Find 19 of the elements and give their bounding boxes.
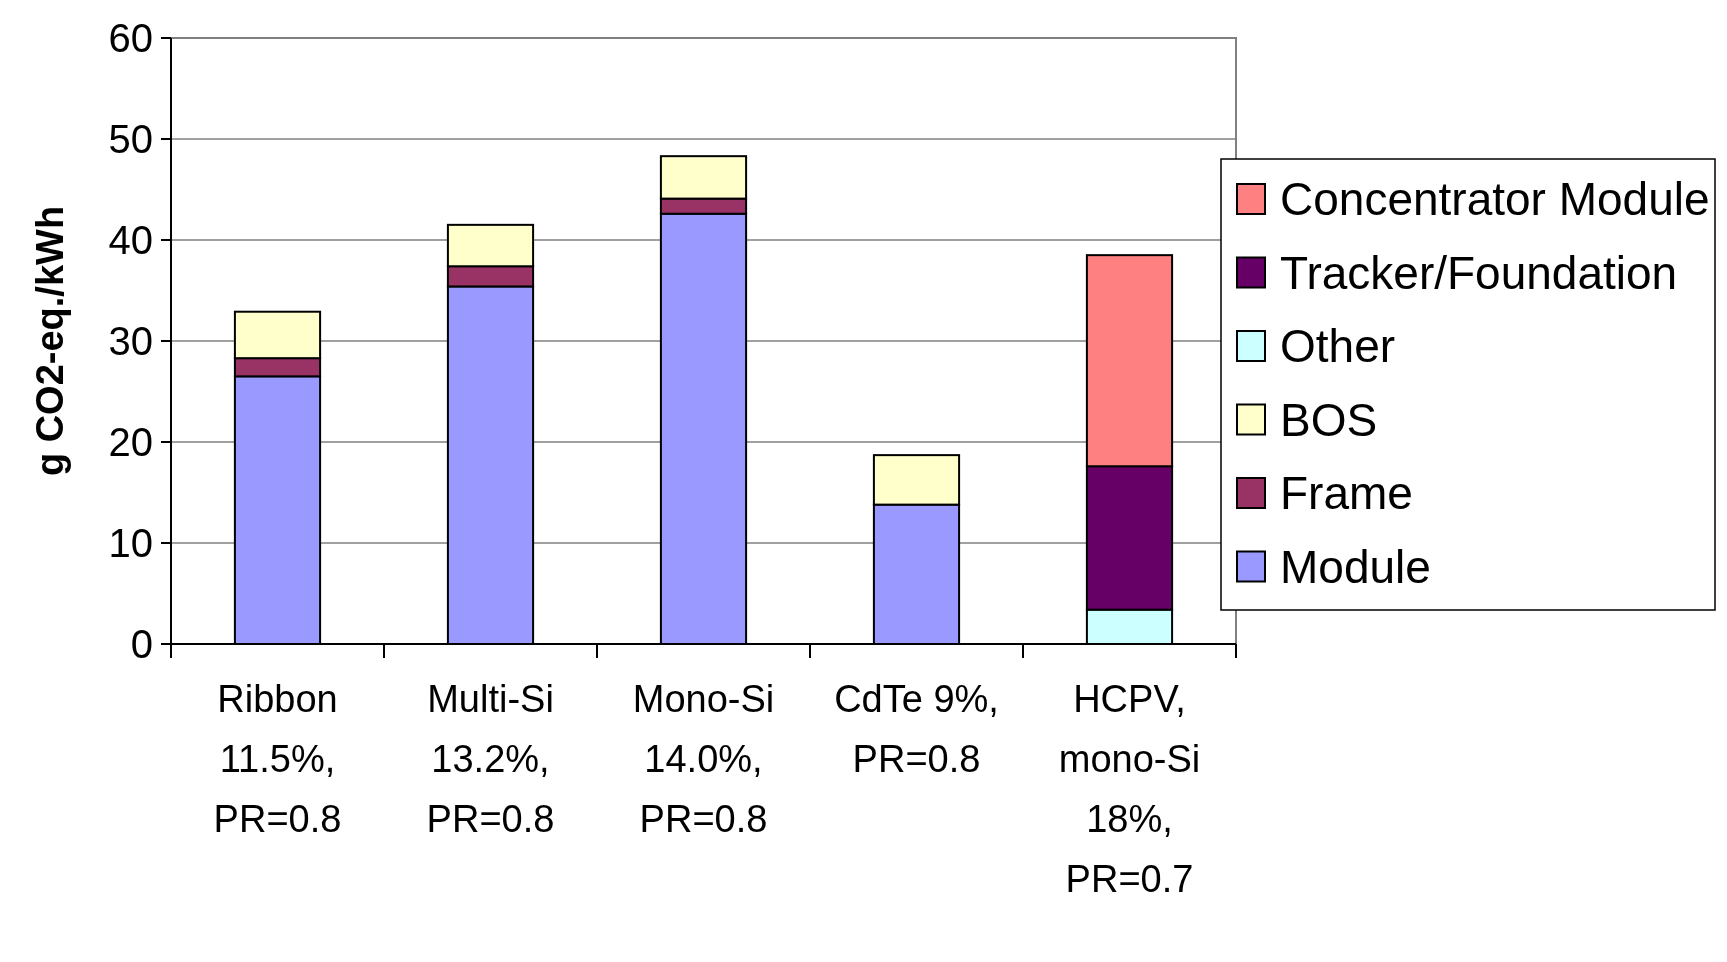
x-tick-label: Multi-Si 13.2%, PR=0.8 — [426, 678, 555, 840]
legend-label: Module — [1280, 540, 1431, 593]
y-tick-label: 40 — [108, 218, 153, 262]
x-tick-label: Mono-Si 14.0%, PR=0.8 — [632, 678, 775, 840]
y-tick-label: 60 — [108, 16, 153, 60]
y-tick-label: 0 — [130, 622, 153, 666]
legend-label: Frame — [1280, 467, 1413, 520]
x-tick-label: CdTe 9%, PR=0.8 — [834, 678, 999, 780]
x-tick-label: HCPV, mono-Si 18%, PR=0.7 — [1058, 678, 1201, 900]
y-axis-title: g CO2-eq./kWh — [29, 205, 71, 477]
y-tick-label: 10 — [108, 521, 153, 565]
y-tick-label: 20 — [108, 420, 153, 464]
legend-label: BOS — [1280, 393, 1378, 446]
legend-label: Tracker/Foundation — [1280, 246, 1678, 299]
y-tick-label: 50 — [108, 117, 153, 161]
legend-label: Concentrator Module — [1280, 173, 1710, 226]
legend-label: Other — [1280, 320, 1396, 373]
y-tick-label: 30 — [108, 319, 153, 363]
x-tick-label: Ribbon 11.5%, PR=0.8 — [213, 678, 342, 840]
